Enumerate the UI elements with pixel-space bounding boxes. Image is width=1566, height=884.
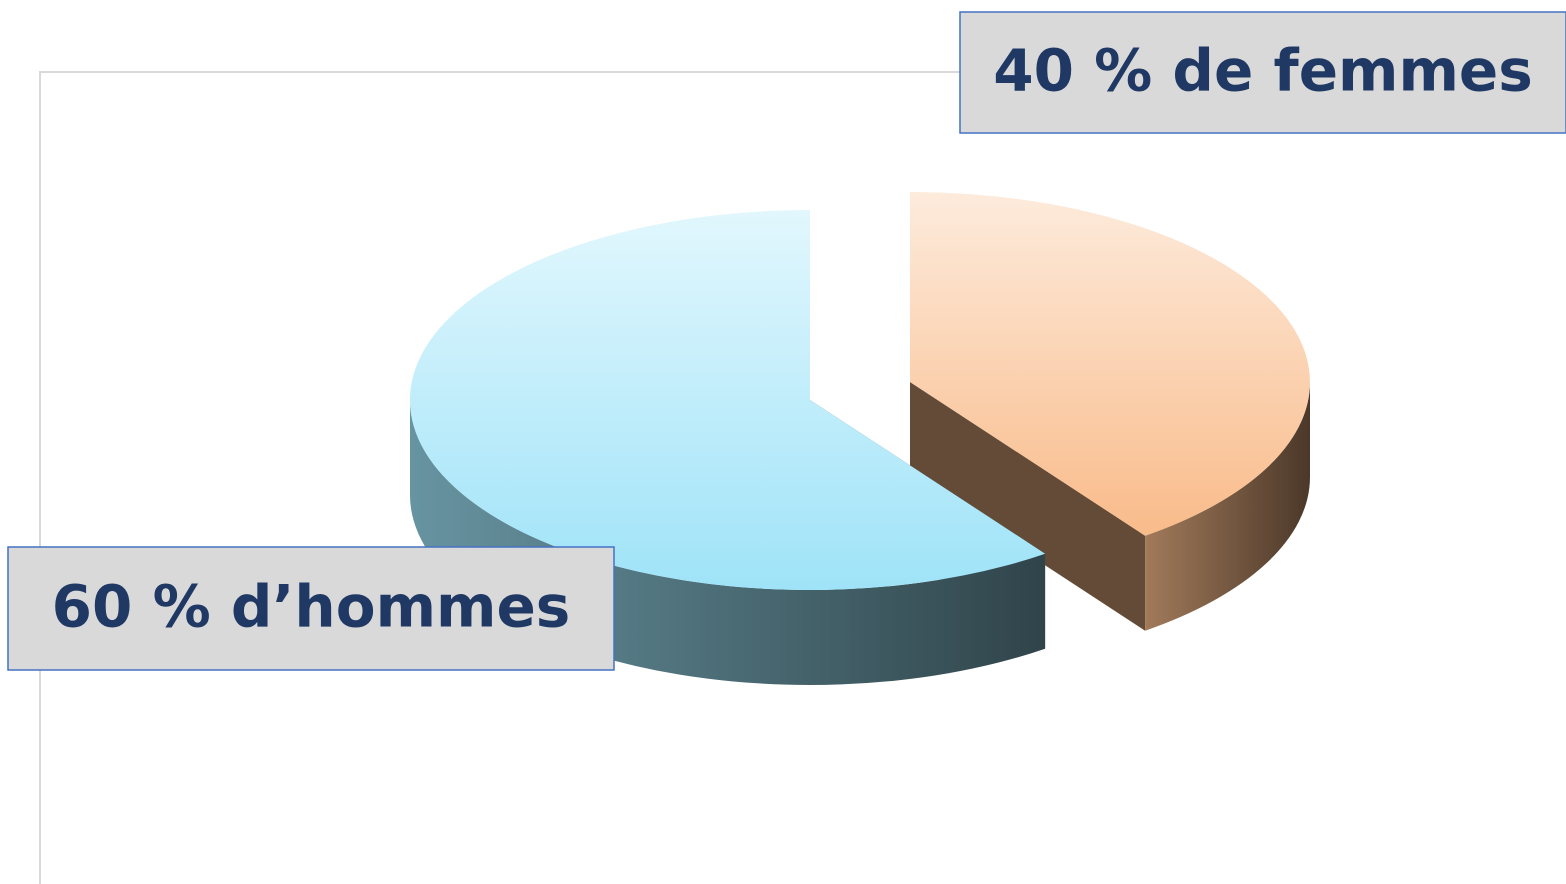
labels: 40 % de femmes 60 % d’hommes	[7, 11, 1566, 671]
data-label: 60 % d’hommes	[52, 573, 571, 641]
slice-cut-wall	[910, 382, 1146, 631]
slice-side	[1145, 382, 1310, 631]
data-label: 40 % de femmes	[993, 37, 1533, 105]
data-label-box	[7, 546, 615, 671]
data-label-box	[959, 11, 1566, 134]
slice	[409, 210, 1046, 590]
slice	[910, 192, 1310, 536]
